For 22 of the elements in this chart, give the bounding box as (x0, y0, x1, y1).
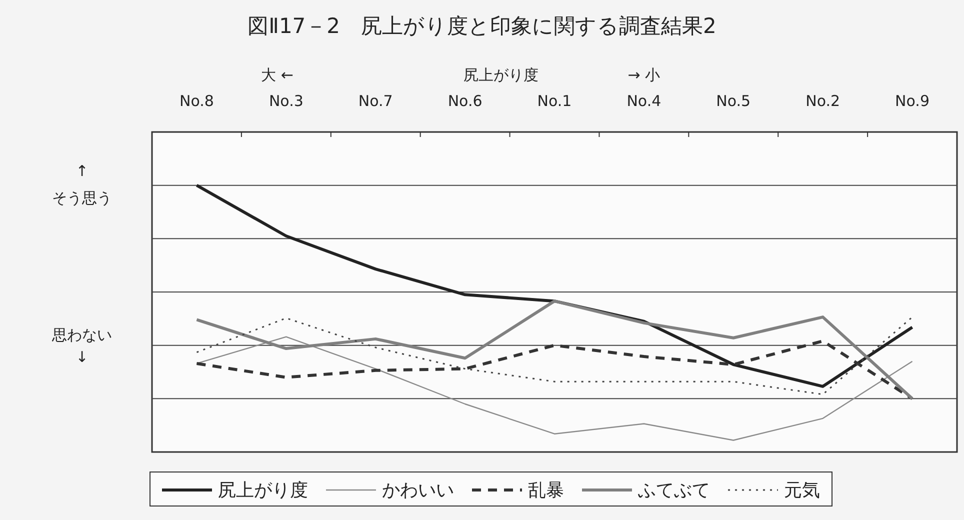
text: 思わない (51, 326, 112, 344)
text: ↑ (76, 162, 88, 180)
x-tick-label: No.1 (537, 92, 572, 110)
text: 尻上がり度 (463, 66, 538, 84)
x-tick-label: No.7 (358, 92, 393, 110)
legend-label: 元気 (784, 480, 820, 501)
x-tick-label: No.8 (179, 92, 214, 110)
legend-label: かわいい (382, 480, 454, 501)
legend-label: 尻上がり度 (218, 480, 308, 501)
x-tick-label: No.9 (895, 92, 930, 110)
legend-label: 乱暴 (528, 480, 564, 501)
x-tick-label: No.3 (268, 92, 304, 110)
text: 大 ← (261, 66, 294, 84)
x-tick-label: No.4 (626, 92, 662, 110)
legend-label: ふてぶて (637, 480, 710, 501)
x-tick-label: No.6 (448, 92, 482, 110)
chart-title: 図Ⅱ17－2 尻上がり度と印象に関する調査結果2 (248, 14, 716, 38)
text: ↓ (76, 348, 88, 366)
text: → 小 (628, 66, 660, 84)
text: そう思う (52, 189, 112, 207)
x-tick-label: No.2 (806, 92, 840, 110)
x-tick-label: No.5 (716, 92, 751, 110)
